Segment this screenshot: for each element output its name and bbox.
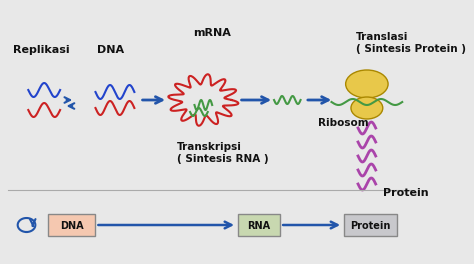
Text: DNA: DNA [60,221,83,231]
FancyBboxPatch shape [48,214,95,236]
FancyBboxPatch shape [238,214,280,236]
Ellipse shape [346,70,388,98]
Text: Translasi
( Sintesis Protein ): Translasi ( Sintesis Protein ) [356,32,466,54]
Ellipse shape [351,97,383,119]
Text: Ribosom: Ribosom [318,118,369,128]
Text: mRNA: mRNA [193,28,231,38]
Text: Replikasi: Replikasi [13,45,70,55]
Text: DNA: DNA [97,45,124,55]
Text: Transkripsi
( Sintesis RNA ): Transkripsi ( Sintesis RNA ) [177,142,268,164]
Text: RNA: RNA [247,221,271,231]
Text: Protein: Protein [383,188,428,198]
FancyBboxPatch shape [344,214,397,236]
Text: Protein: Protein [350,221,391,231]
